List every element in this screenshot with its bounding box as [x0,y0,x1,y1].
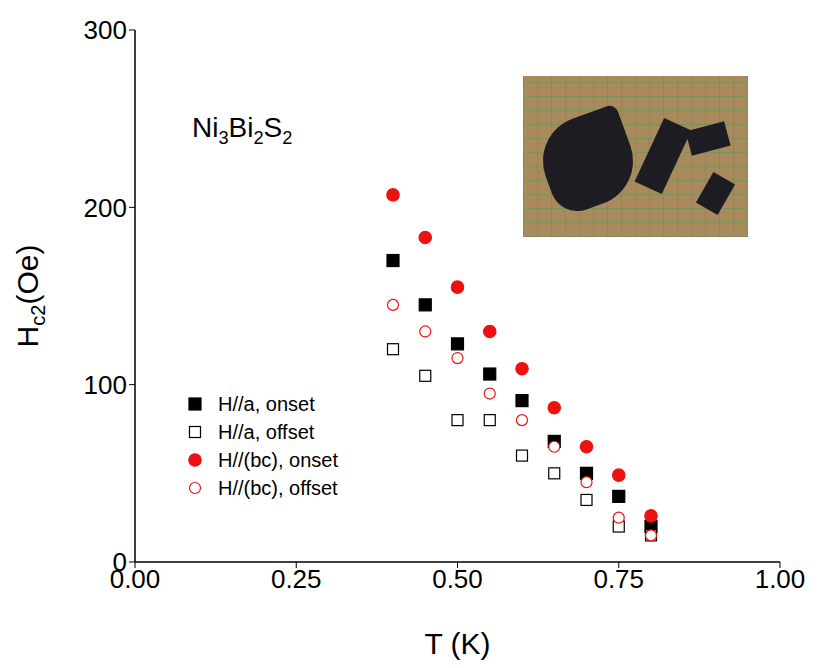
svg-text:Hc2(Oe): Hc2(Oe) [11,245,49,348]
svg-text:100: 100 [84,370,127,400]
svg-text:0.25: 0.25 [271,564,322,594]
svg-text:300: 300 [84,15,127,45]
html-text:H//(bc), offset: H//(bc), offset [218,476,338,499]
html-text:H//a, onset: H//a, onset [218,392,315,415]
html-text:Ni3Bi2S2: Ni3Bi2S2 [192,112,293,148]
html-text:H//(bc), onset: H//(bc), onset [218,448,338,471]
svg-text:1.00: 1.00 [755,564,806,594]
svg-text:0.00: 0.00 [109,564,161,595]
svg-text:T (K): T (K) [424,627,490,660]
html-text:H//a, offset: H//a, offset [218,420,315,443]
svg-text:0.50: 0.50 [432,564,483,594]
svg-text:200: 200 [84,193,127,223]
svg-text:0: 0 [113,547,127,577]
svg-text:0.75: 0.75 [593,564,644,594]
